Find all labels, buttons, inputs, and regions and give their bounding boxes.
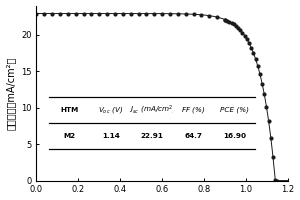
Y-axis label: 电流密度（mA/cm²）: 电流密度（mA/cm²） bbox=[6, 56, 16, 130]
